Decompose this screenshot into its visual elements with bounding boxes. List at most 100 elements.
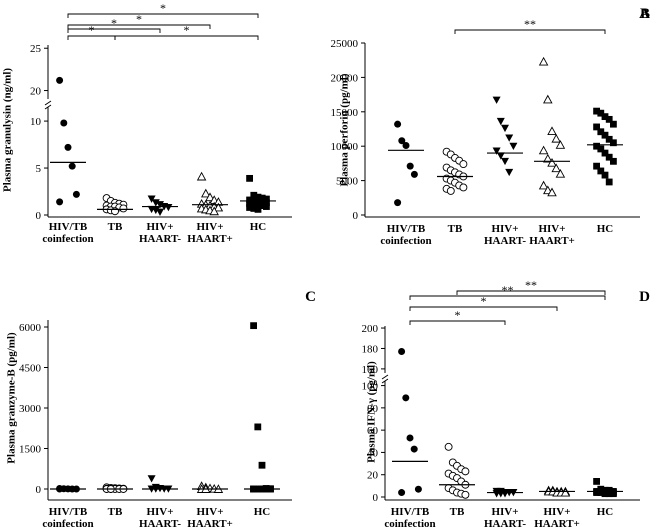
x-category-label: HIV+ (543, 506, 570, 518)
data-point (56, 76, 64, 84)
data-point (209, 206, 219, 216)
x-category-label: TB (108, 506, 123, 518)
significance-label: * (136, 12, 142, 26)
data-point (201, 188, 211, 198)
x-category-label: TB (448, 223, 463, 235)
x-category-label: coinfection (42, 233, 93, 245)
y-axis-label: Plasma granulysin (ng/ml) (2, 68, 14, 192)
significance-bracket (454, 29, 606, 34)
data-point (250, 322, 257, 330)
data-point (402, 142, 410, 150)
y-tick-label: 25000 (331, 38, 359, 50)
y-tick-label: 10 (30, 116, 42, 128)
significance-bracket (114, 35, 259, 40)
x-category-label: HC (597, 223, 614, 235)
panel-label: B (640, 6, 650, 22)
data-point (258, 194, 266, 202)
y-tick-label: 80 (367, 403, 379, 415)
data-point (398, 348, 406, 356)
data-point (496, 117, 505, 126)
data-point (414, 485, 422, 493)
data-point (213, 202, 224, 212)
data-point (461, 467, 470, 476)
x-category-label: HC (254, 506, 271, 518)
data-point (605, 153, 613, 161)
y-tick-label: 0 (36, 484, 42, 496)
y-axis-label: Plasma granzyme-B (pg/ml) (6, 332, 18, 464)
data-point (254, 201, 262, 209)
data-point (605, 490, 613, 498)
y-tick-label: 10000 (331, 141, 359, 153)
data-point (258, 461, 266, 469)
data-point (263, 203, 270, 210)
y-tick-label: 60 (367, 425, 379, 437)
data-point (601, 490, 609, 498)
data-point (60, 119, 68, 127)
data-point (593, 478, 600, 485)
data-point (597, 489, 605, 496)
data-point (205, 192, 215, 202)
data-point (156, 208, 164, 216)
data-point (250, 191, 258, 199)
significance-bracket (67, 28, 161, 33)
x-category-label: HIV/TB (49, 221, 88, 233)
data-point (547, 157, 557, 167)
x-category-label: HIV+ (196, 221, 223, 233)
significance-bracket (456, 290, 606, 295)
significance-label: ** (524, 17, 536, 31)
x-category-label: HIV+ (146, 221, 173, 233)
y-tick-label: 0 (36, 210, 42, 222)
significance-label: * (111, 16, 117, 30)
y-tick-label: 1500 (19, 444, 42, 456)
significance-bracket (67, 13, 259, 18)
y-tick-label: 20 (367, 470, 379, 482)
significance-label: * (160, 1, 166, 15)
significance-label: * (89, 23, 95, 37)
y-tick-label: 160 (362, 364, 379, 376)
data-point (496, 152, 505, 160)
x-category-label: HIV+ (538, 223, 565, 235)
significance-label: * (184, 23, 190, 37)
data-point (406, 162, 414, 170)
data-point (258, 202, 266, 210)
x-category-label: HAART- (139, 233, 181, 245)
x-category-label: HAART+ (187, 233, 233, 245)
x-category-label: coinfection (384, 518, 435, 530)
data-point (402, 394, 410, 402)
data-point (246, 200, 253, 208)
data-point (505, 168, 514, 177)
y-tick-label: 25 (30, 43, 42, 55)
x-category-label: HAART- (484, 235, 526, 247)
x-category-label: TB (108, 221, 123, 233)
y-tick-label: 200 (362, 323, 379, 335)
x-category-label: coinfection (380, 235, 431, 247)
data-point (543, 94, 553, 104)
x-category-label: HIV+ (146, 506, 173, 518)
data-point (246, 204, 253, 211)
data-point (538, 56, 549, 66)
data-point (263, 199, 270, 207)
data-point (196, 171, 207, 181)
data-point (250, 205, 258, 212)
x-category-label: HIV+ (491, 506, 518, 518)
data-point (509, 142, 518, 150)
data-point (551, 163, 561, 173)
data-point (492, 96, 501, 104)
y-axis-label: Plasma perforin (pg/ml) (339, 73, 351, 186)
data-point (601, 131, 609, 139)
data-point (119, 204, 128, 213)
data-point (605, 115, 613, 123)
data-point (254, 423, 262, 431)
data-point (610, 120, 617, 128)
y-tick-label: 3000 (19, 403, 42, 415)
data-point (610, 490, 617, 498)
data-point (501, 157, 509, 166)
data-point (444, 442, 453, 451)
y-tick-label: 6000 (19, 322, 42, 334)
x-category-label: HAART+ (534, 518, 580, 530)
y-tick-label: 20 (30, 86, 42, 98)
y-tick-label: 15000 (331, 107, 359, 119)
x-category-label: HAART- (484, 518, 526, 530)
x-category-label: HAART+ (187, 518, 233, 530)
